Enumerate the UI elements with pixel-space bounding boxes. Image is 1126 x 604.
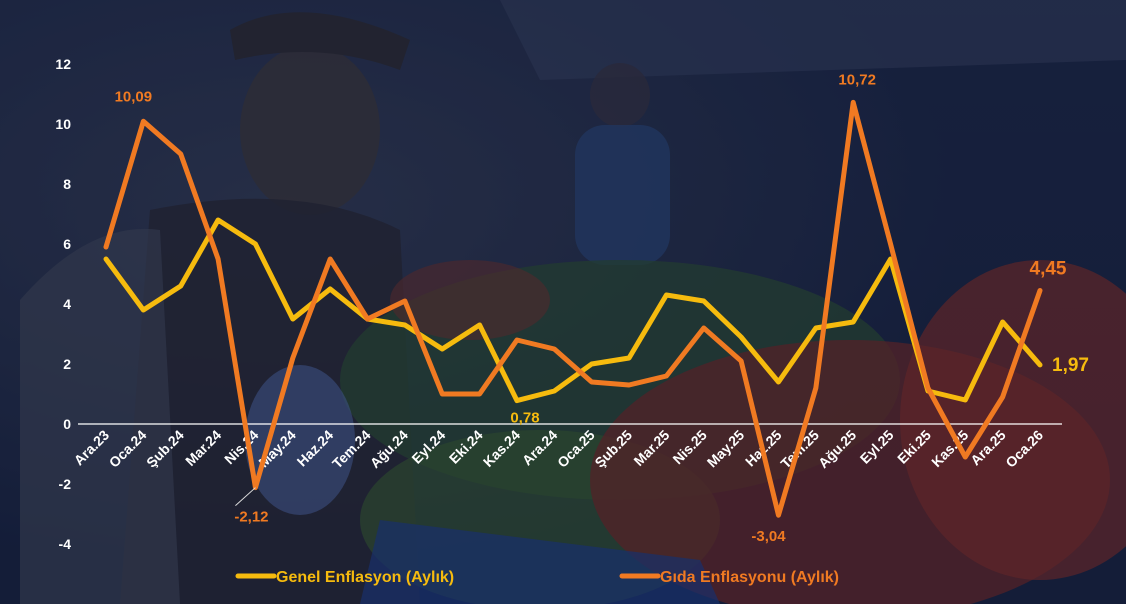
series-line-gida xyxy=(103,99,1043,518)
x-tick-label: Haz.24 xyxy=(294,427,337,470)
x-tick-label: Eyl.24 xyxy=(408,427,448,467)
axes: -4-2024681012Ara.23Oca.24Şub.24Mar.24Nis… xyxy=(55,56,1062,552)
x-tick-label: Eki.25 xyxy=(894,427,934,467)
x-tick-label: Ağu.25 xyxy=(815,427,859,471)
x-tick-label: Eyl.25 xyxy=(857,427,897,467)
x-tick-label: Oca.24 xyxy=(106,427,150,471)
data-label: 10,09 xyxy=(115,88,153,105)
x-tick-label: Ara.24 xyxy=(519,427,561,469)
label-leader-line xyxy=(235,487,256,506)
x-tick-label: Oca.26 xyxy=(1002,427,1046,471)
series-line-genel xyxy=(103,217,1043,404)
data-label: 1,97 xyxy=(1052,355,1089,376)
y-tick-label: -4 xyxy=(59,536,72,552)
data-label: 0,78 xyxy=(510,410,539,427)
y-tick-label: -2 xyxy=(59,476,72,492)
legend: Genel Enflasyon (Aylık) Gıda Enflasyonu (… xyxy=(235,569,839,586)
data-labels: 10,09 -2,12 0,78 -3,04 10,72 4,45 1,97 xyxy=(115,71,1089,545)
y-tick-label: 4 xyxy=(63,296,71,312)
x-tick-label: Ağu.24 xyxy=(367,427,411,471)
x-tick-label: May.25 xyxy=(704,427,748,471)
x-tick-label: Nis.25 xyxy=(669,427,710,468)
data-label: -2,12 xyxy=(234,509,268,526)
series-lines xyxy=(103,99,1043,518)
x-tick-label: Tem.24 xyxy=(329,427,374,472)
y-tick-label: 2 xyxy=(63,356,71,372)
y-tick-label: 0 xyxy=(63,416,71,432)
y-tick-label: 8 xyxy=(63,176,71,192)
x-tick-label: Nis.24 xyxy=(221,427,262,468)
x-tick-label: Kas.24 xyxy=(480,427,523,470)
y-tick-label: 6 xyxy=(63,236,71,252)
x-tick-label: Ara.23 xyxy=(71,427,113,469)
data-label: -3,04 xyxy=(751,528,786,545)
data-label: 10,72 xyxy=(838,71,876,88)
x-tick-label: Şub.24 xyxy=(143,427,187,471)
x-tick-label: Eki.24 xyxy=(446,427,486,467)
x-tick-label: Oca.25 xyxy=(554,427,598,471)
x-tick-label: Şub.25 xyxy=(591,427,635,471)
legend-label: Gıda Enflasyonu (Aylık) xyxy=(660,569,839,586)
x-tick-label: Mar.24 xyxy=(182,427,224,469)
data-label: 4,45 xyxy=(1030,259,1067,280)
y-tick-label: 10 xyxy=(55,116,71,132)
legend-label: Genel Enflasyon (Aylık) xyxy=(276,569,454,586)
y-tick-label: 12 xyxy=(55,56,71,72)
x-tick-label: Mar.25 xyxy=(630,427,672,469)
